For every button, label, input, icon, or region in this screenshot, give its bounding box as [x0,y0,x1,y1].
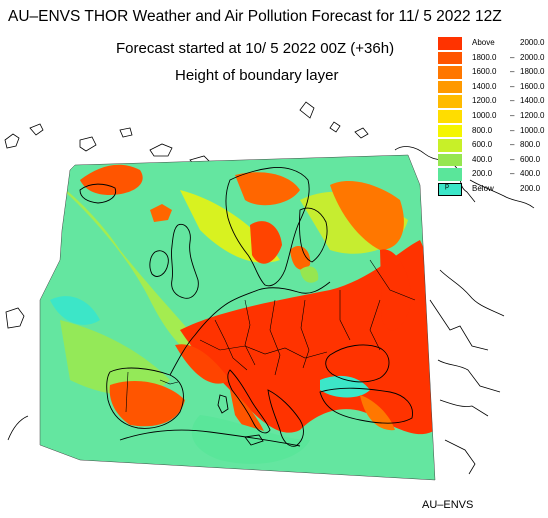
legend-label: 400.0 –600.0 [472,155,540,164]
legend-swatch [438,124,462,138]
legend-to: 1800.0 [520,67,545,77]
legend-to: 2000.0 [520,52,545,62]
page-title: AU–ENVS THOR Weather and Air Pollution F… [8,8,502,25]
legend-label: 600.0 –800.0 [472,140,540,149]
legend-from: 1600.0 [472,67,497,77]
legend-to: 1600.0 [520,81,545,91]
legend-from: 1000.0 [472,110,497,120]
legend-entry: 600.0 –800.0 [438,138,548,153]
legend-from: Below [472,183,494,193]
legend-swatch [438,95,462,108]
legend-swatch [438,153,462,167]
legend-to: 1400.0 [520,96,545,106]
legend-from: Above [472,38,495,47]
legend-swatch [438,109,462,123]
legend-swatch [438,168,462,181]
legend-entry: p Below 200.0 [438,182,548,197]
legend-separator: – [510,81,515,91]
legend-swatch [438,51,462,65]
legend-entry: 200.0 –400.0 [438,167,548,182]
legend-swatch [438,80,462,94]
boundary-layer-field [40,155,435,480]
legend-label: 1400.0 –1600.0 [472,82,544,91]
legend-label: 1000.0 –1200.0 [472,111,544,120]
legend-to: 2000.0 [520,38,545,47]
legend-entry: 400.0 –600.0 [438,153,548,168]
legend-entry: 1200.0 –1400.0 [438,94,548,109]
legend: Above 2000.0 1800.0–2000.0 1600.0–1800.0 140… [438,36,548,197]
legend-separator: – [510,67,515,77]
legend-swatch [438,37,462,50]
legend-separator: – [510,52,515,62]
legend-separator: – [510,154,515,164]
legend-to: 1000.0 [520,125,545,135]
legend-label: 1200.0 –1400.0 [472,96,544,105]
credit-text: AU–ENVS [422,499,474,511]
legend-to: 400.0 [520,169,541,179]
legend-label: Below 200.0 [472,184,540,193]
legend-to: 1200.0 [520,110,545,120]
legend-entry: 800.0 –1000.0 [438,124,548,139]
legend-entry: 1400.0 –1600.0 [438,80,548,95]
field-name-subtitle: Height of boundary layer [175,67,339,84]
legend-label: Above 2000.0 [472,38,544,47]
legend-to: 800.0 [520,140,541,150]
legend-separator: – [510,110,515,120]
legend-to: 600.0 [520,154,541,164]
legend-label: 1800.0 –2000.0 [472,53,544,62]
legend-separator: – [510,140,515,150]
legend-entry: Above 2000.0 [438,36,548,51]
legend-from: 1200.0 [472,96,497,106]
legend-from: 400.0 [472,154,493,164]
forecast-start-subtitle: Forecast started at 10/ 5 2022 00Z (+36h… [116,40,395,57]
domain-coastlines [79,167,416,447]
legend-entry: 1800.0 –2000.0 [438,51,548,66]
legend-from: 1800.0 [472,52,497,62]
domain-frame [39,154,436,481]
legend-label: 200.0 –400.0 [472,169,540,178]
legend-entry: 1600.0 –1800.0 [438,65,548,80]
legend-swatch [438,139,462,152]
legend-swatch [438,66,462,79]
legend-swatch: p [438,182,462,196]
outer-coastlines [4,101,535,475]
legend-separator: – [510,96,515,106]
legend-separator: – [510,125,515,135]
legend-to: 200.0 [520,183,541,193]
legend-entry: 1000.0 –1200.0 [438,109,548,124]
legend-from: 600.0 [472,140,493,150]
legend-from: 200.0 [472,169,493,179]
legend-label: 800.0 –1000.0 [472,126,544,135]
legend-separator: – [510,169,515,179]
legend-from: 1400.0 [472,81,497,91]
legend-label: 1600.0 –1800.0 [472,67,544,76]
legend-swatch-mark: p [445,182,449,190]
legend-from: 800.0 [472,125,493,135]
